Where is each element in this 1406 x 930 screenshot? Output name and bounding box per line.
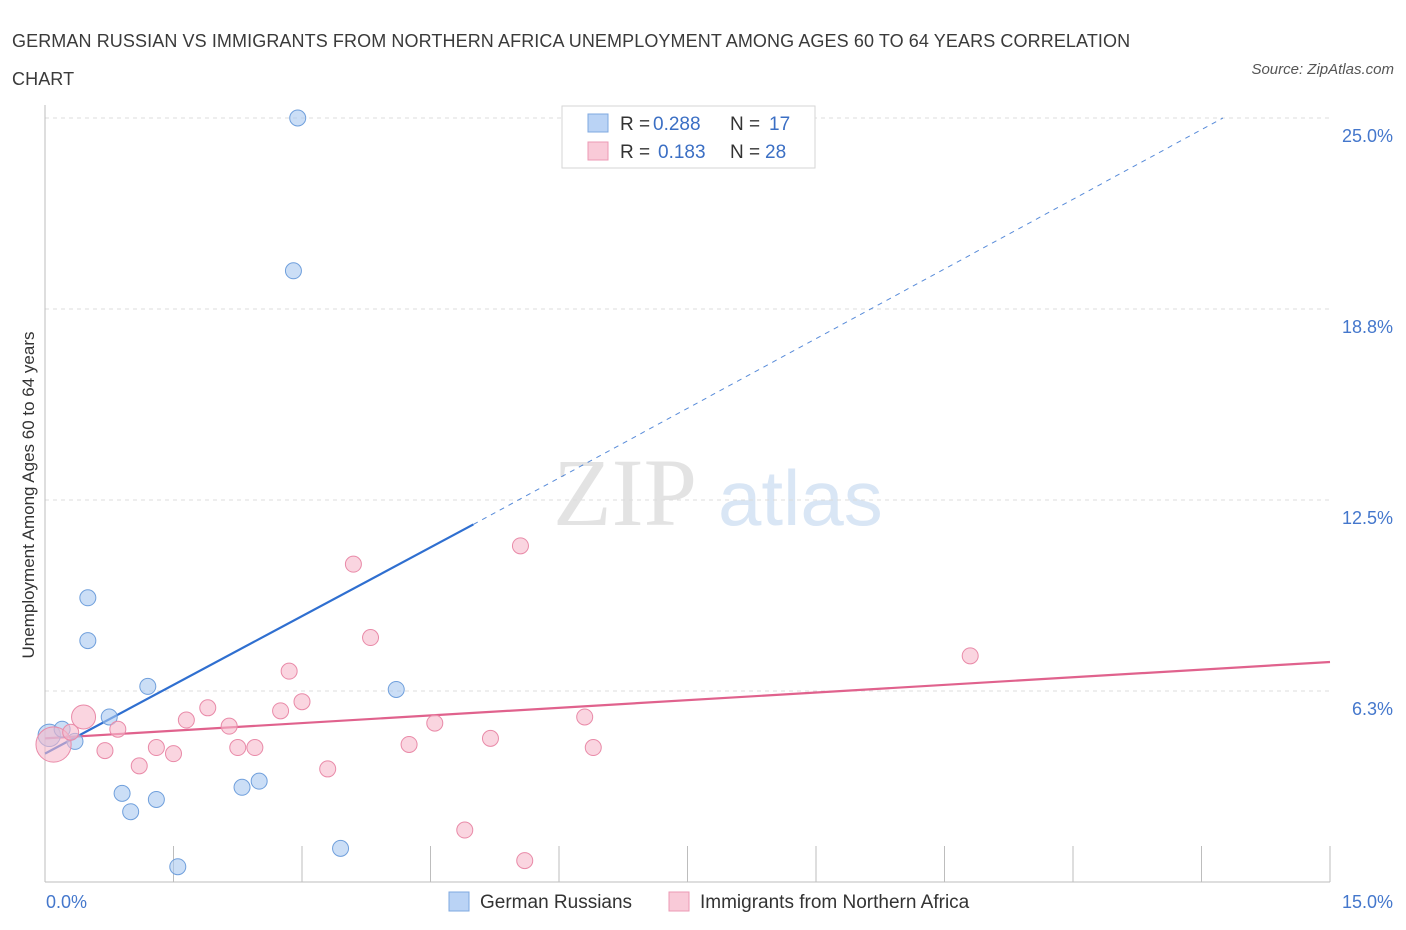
point-s0-16 xyxy=(387,680,405,698)
point-s1-14 xyxy=(280,662,298,680)
point-s1-13 xyxy=(272,702,290,720)
point-s1-20 xyxy=(426,714,444,732)
series-legend: German Russians Immigrants from Northern… xyxy=(448,891,970,913)
legend-r-label-2: R = xyxy=(620,142,650,163)
point-s1-8 xyxy=(177,711,195,729)
legend-n-value-2: 28 xyxy=(765,142,786,163)
y-tick-label-0: 6.3% xyxy=(1352,699,1393,719)
point-s1-25 xyxy=(576,708,594,726)
point-s0-3 xyxy=(79,589,97,607)
legend-swatch-german-russians xyxy=(587,113,609,133)
point-s0-14 xyxy=(289,109,307,127)
point-s1-10 xyxy=(220,717,238,735)
point-s1-5 xyxy=(130,757,148,775)
watermark-zip: ZIP xyxy=(553,439,697,546)
legend-n-label-1: N = xyxy=(730,114,760,135)
point-s0-8 xyxy=(139,677,157,695)
point-s1-19 xyxy=(400,735,418,753)
point-s1-7 xyxy=(165,745,182,763)
point-s1-18 xyxy=(362,629,380,647)
trend-extension-0 xyxy=(473,117,1224,525)
legend-r-label-1: R = xyxy=(620,114,650,135)
point-s0-9 xyxy=(147,790,165,808)
data-points xyxy=(35,109,979,876)
point-s0-12 xyxy=(250,772,268,790)
point-s1-9 xyxy=(199,699,217,717)
chart-title: GERMAN RUSSIAN VS IMMIGRANTS FROM NORTHE… xyxy=(12,31,1131,89)
source-label: Source: ZipAtlas.com xyxy=(1251,61,1394,78)
tick-labels: 6.3% 12.5% 18.8% 25.0% 0.0% 15.0% xyxy=(46,126,1393,912)
bottom-legend-swatch-immigrants xyxy=(668,891,690,912)
bottom-legend-german-russians: German Russians xyxy=(480,892,632,913)
legend-r-value-1: 0.288 xyxy=(653,114,701,135)
point-s1-27 xyxy=(961,647,979,665)
point-s0-13 xyxy=(284,262,302,280)
point-s1-3 xyxy=(96,742,114,760)
point-s0-7 xyxy=(122,803,140,821)
x-tick-label-0: 0.0% xyxy=(46,892,87,912)
point-s0-5 xyxy=(100,708,118,726)
point-s1-1 xyxy=(62,723,80,741)
point-s1-17 xyxy=(344,555,362,573)
point-s0-6 xyxy=(113,784,131,802)
point-s0-11 xyxy=(233,778,251,796)
legend-n-label-2: N = xyxy=(730,142,760,163)
point-s1-11 xyxy=(229,739,247,757)
legend-r-value-2: 0.183 xyxy=(658,142,706,163)
point-s1-12 xyxy=(246,739,264,757)
y-tick-label-3: 25.0% xyxy=(1342,126,1393,146)
bottom-legend-swatch-german-russians xyxy=(448,891,470,912)
y-tick-label-2: 18.8% xyxy=(1342,317,1393,337)
point-s1-16 xyxy=(319,760,337,778)
x-tick-label-1: 15.0% xyxy=(1342,892,1393,912)
point-s1-2 xyxy=(71,704,97,730)
point-s0-15 xyxy=(332,839,350,857)
point-s1-21 xyxy=(456,821,474,839)
point-s1-22 xyxy=(481,729,499,747)
legend-swatch-immigrants xyxy=(587,141,609,161)
point-s0-10 xyxy=(169,858,187,876)
point-s1-4 xyxy=(109,720,127,738)
point-s1-24 xyxy=(516,852,534,870)
y-tick-label-1: 12.5% xyxy=(1342,508,1393,528)
gridlines xyxy=(45,117,1330,692)
legend-n-value-1: 17 xyxy=(769,114,790,135)
point-s0-4 xyxy=(79,632,97,650)
point-s1-0 xyxy=(35,726,72,763)
y-axis-label: Unemployment Among Ages 60 to 64 years xyxy=(19,332,38,659)
point-s1-6 xyxy=(147,739,165,757)
trend-lines xyxy=(44,117,1331,755)
point-s1-15 xyxy=(293,693,311,711)
stats-legend: R = 0.288 N = 17 R = 0.183 N = 28 xyxy=(561,105,816,169)
bottom-legend-immigrants: Immigrants from Northern Africa xyxy=(700,892,970,913)
axes xyxy=(44,105,1331,883)
trend-line-1 xyxy=(44,660,1331,740)
point-s1-23 xyxy=(511,537,529,555)
point-s1-26 xyxy=(584,739,602,757)
watermark-atlas: atlas xyxy=(718,454,883,542)
